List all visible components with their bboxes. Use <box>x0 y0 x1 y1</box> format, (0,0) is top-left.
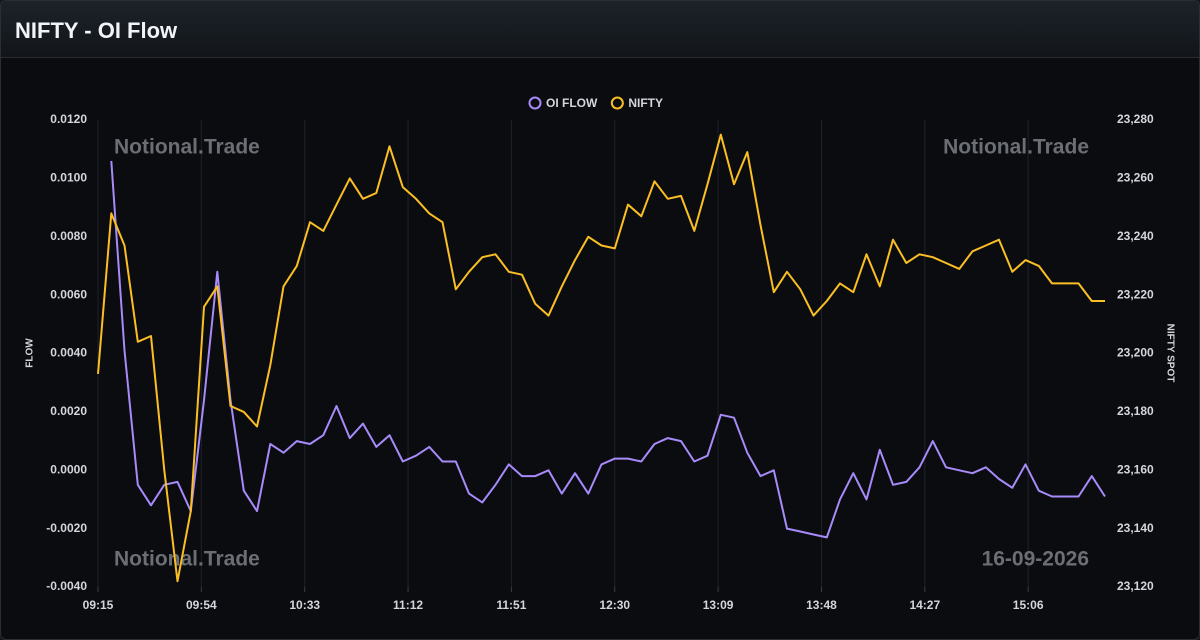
legend-label: NIFTY <box>628 96 663 110</box>
y-tick-label: 0.0060 <box>50 287 87 301</box>
y2-tick-label: 23,240 <box>1117 229 1154 243</box>
y-tick-label: 0.0020 <box>50 404 87 418</box>
x-tick-label: 13:48 <box>806 598 837 612</box>
x-tick-label: 09:54 <box>186 598 217 612</box>
y-tick-label: 0.0100 <box>50 171 87 185</box>
x-tick-label: 14:27 <box>909 598 940 612</box>
legend-label: OI FLOW <box>546 96 598 110</box>
watermark: Notional.Trade <box>114 548 260 571</box>
series-line <box>97 133 1105 583</box>
x-tick-label: 15:06 <box>1013 598 1044 612</box>
y2-tick-label: 23,280 <box>1117 112 1154 126</box>
y2-tick-label: 23,180 <box>1117 404 1154 418</box>
legend-marker <box>528 96 542 110</box>
y-tick-label: 0.0080 <box>50 229 87 243</box>
y2-tick-label: 23,220 <box>1117 287 1154 301</box>
y-tick-label: -0.0020 <box>46 521 87 535</box>
x-tick-label: 10:33 <box>289 598 320 612</box>
header: NIFTY - OI Flow <box>1 1 1199 58</box>
x-tick-label: 12:30 <box>599 598 630 612</box>
x-tick-label: 09:15 <box>83 598 114 612</box>
y2-tick-label: 23,260 <box>1117 171 1154 185</box>
y-tick-label: 0.0040 <box>50 346 87 360</box>
watermark: 16-09-2026 <box>982 548 1089 571</box>
x-tick-label: 13:09 <box>703 598 734 612</box>
y2-tick-label: 23,160 <box>1117 462 1154 476</box>
y2-tick-label: 23,140 <box>1117 521 1154 535</box>
x-tick-label: 11:51 <box>496 598 526 612</box>
y-tick-label: 0.0000 <box>50 462 87 476</box>
y2-axis-title: NIFTY SPOT <box>1164 324 1175 383</box>
y-axis-title: FLOW <box>25 338 36 368</box>
y-tick-label: 0.0120 <box>50 112 87 126</box>
legend-marker <box>610 96 624 110</box>
x-tick-label: 11:12 <box>393 598 423 612</box>
y-tick-label: -0.0040 <box>46 579 87 593</box>
watermark: Notional.Trade <box>943 136 1089 159</box>
watermark: Notional.Trade <box>114 136 260 159</box>
page-title: NIFTY - OI Flow <box>15 18 178 43</box>
y2-tick-label: 23,200 <box>1117 346 1154 360</box>
series-line <box>110 160 1106 539</box>
y2-tick-label: 23,120 <box>1117 579 1154 593</box>
